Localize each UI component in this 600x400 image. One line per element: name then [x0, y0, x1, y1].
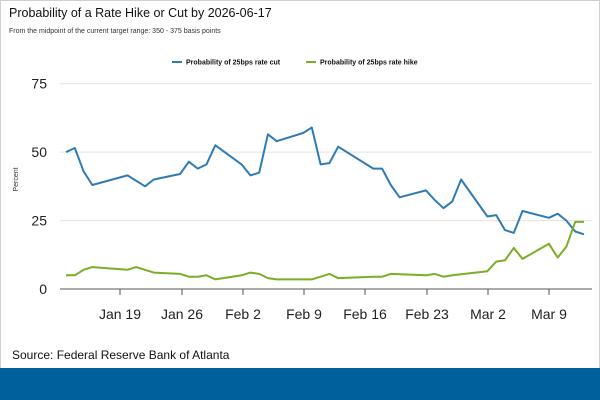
- x-tick-label: Feb 9: [286, 306, 322, 322]
- legend-label-rate-cut: Probability of 25bps rate cut: [186, 60, 281, 67]
- footer-band: [0, 368, 600, 400]
- x-tick-label: Feb 16: [343, 306, 387, 322]
- y-tick-label: 75: [31, 76, 47, 92]
- x-tick-label: Mar 9: [531, 306, 567, 322]
- y-axis-label: Percent: [13, 167, 20, 191]
- source-note: Source: Federal Reserve Bank of Atlanta: [12, 348, 230, 362]
- series-line-rate-hike: [66, 220, 584, 281]
- x-tick-label: Jan 26: [161, 306, 203, 322]
- x-tick-label: Feb 2: [225, 306, 261, 322]
- y-tick-label: 50: [31, 144, 47, 160]
- y-tick-label: 0: [39, 281, 47, 297]
- chart-subtitle: From the midpoint of the current target …: [9, 28, 221, 35]
- x-axis: Jan 19 Jan 26 Feb 2 Feb 9 Feb 16 Feb 23 Mar 2 M…: [60, 288, 592, 322]
- series-group: [65, 126, 585, 281]
- y-axis: 0 25 50 75 Percent: [13, 76, 592, 297]
- x-tick-label: Mar 2: [470, 306, 506, 322]
- legend: Probability of 25bps rate cut Probability…: [172, 60, 418, 67]
- chart-title: Probability of a Rate Hike or Cut by 202…: [9, 6, 272, 20]
- legend-label-rate-hike: Probability of 25bps rate hike: [320, 60, 418, 67]
- y-tick-label: 25: [31, 213, 47, 229]
- x-tick-label: Feb 23: [405, 306, 449, 322]
- series-line-rate-cut: [65, 126, 585, 236]
- x-tick-label: Jan 19: [99, 306, 141, 322]
